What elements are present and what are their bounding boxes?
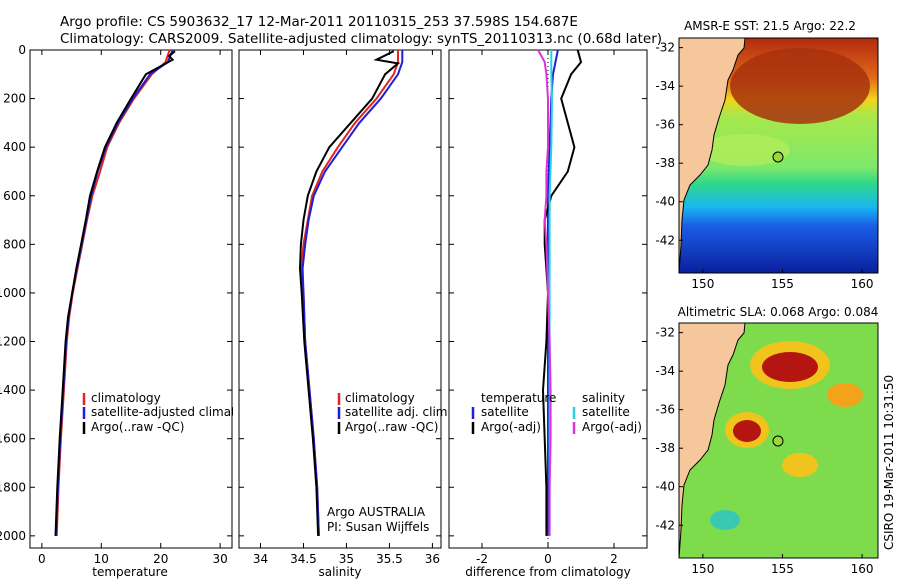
map-x-tick-label: 150 [691, 277, 714, 291]
salinity-legend: climatology satellite adj. clim. Argo(..… [337, 391, 451, 434]
x-tick-label: 34 [253, 552, 268, 566]
y-tick-label: 1800 [0, 480, 26, 494]
map-y-tick-label: -42 [655, 233, 675, 247]
map-x-tick-label: 150 [691, 562, 714, 576]
legend-label-satellite: satellite-adjusted climatology [91, 405, 269, 419]
legend-label-temp-argo: Argo(-adj) [481, 420, 541, 434]
y-tick-label: 800 [3, 237, 26, 251]
map-y-tick-label: -38 [655, 156, 675, 170]
series-argo-raw-qc [54, 50, 176, 536]
x-tick-label: 20 [153, 552, 168, 566]
legend-label-climatology: climatology [91, 391, 161, 405]
y-tick-label: 2000 [0, 529, 26, 543]
map-x-tick-label: 155 [771, 562, 794, 576]
legend-label-argo: Argo(..raw -QC) [345, 420, 438, 434]
x-tick-label: 36 [425, 552, 440, 566]
sst-land-australia [678, 37, 746, 274]
sst-map-title: AMSR-E SST: 21.5 Argo: 22.2 [684, 19, 856, 33]
annotation-pi: PI: Susan Wijffels [327, 520, 429, 534]
salinity-axes [238, 49, 442, 549]
sst-map-frame [678, 37, 879, 274]
map-x-tick-label: 160 [851, 562, 874, 576]
sla-eddy2-core [733, 420, 761, 442]
temperature-legend: climatology satellite-adjusted climatolo… [82, 391, 269, 434]
map-x-tick-label: 160 [851, 277, 874, 291]
sla-low [710, 510, 740, 530]
map-y-tick-label: -36 [655, 403, 675, 417]
map-y-tick-label: -32 [655, 326, 675, 340]
temperature-axes [29, 49, 233, 549]
series-argo-raw-qc [298, 50, 401, 536]
sst-warm-core [730, 48, 870, 124]
difference-panel: -2 0 2 difference from climatology tempera… [448, 49, 648, 579]
sla-map-title: Altimetric SLA: 0.068 Argo: 0.084 [678, 305, 879, 319]
header-line2: Climatology: CARS2009. Satellite-adjuste… [60, 31, 662, 47]
map-y-tick-label: -40 [655, 480, 675, 494]
map-y-tick-label: -38 [655, 441, 675, 455]
series-salinity-argo-adj [537, 49, 552, 536]
x-tick-label: -2 [476, 552, 488, 566]
x-tick-label: 30 [212, 552, 227, 566]
sst-warm-tongue [700, 134, 790, 166]
legend-title-temperature: temperature [481, 391, 556, 405]
legend-label-satellite: satellite adj. clim. [345, 405, 451, 419]
legend-label-sal-argo: Argo(-adj) [582, 420, 642, 434]
map-y-tick-label: -40 [655, 195, 675, 209]
credit-label: CSIRO 19-Mar-2011 10:31:50 [882, 375, 896, 550]
x-tick-label: 0 [38, 552, 46, 566]
y-tick-label: 1200 [0, 335, 26, 349]
y-tick-label: 1600 [0, 432, 26, 446]
sla-eddy3 [827, 383, 863, 407]
series-temperature-argo-adj [541, 49, 583, 536]
map-y-tick-label: -32 [655, 41, 675, 55]
map-y-tick-label: -42 [655, 518, 675, 532]
sla-map-frame [678, 322, 879, 559]
sla-map-panel: Altimetric SLA: 0.068 Argo: 0.084 150 155… [655, 305, 879, 576]
sla-land-australia [678, 322, 746, 559]
legend-label-sal-satellite: satellite [582, 405, 630, 419]
map-y-tick-label: -34 [655, 364, 675, 378]
x-tick-label: 10 [94, 552, 109, 566]
annotation-argo-australia: Argo AUSTRALIA [327, 505, 426, 519]
y-tick-label: 600 [3, 189, 26, 203]
x-tick-label: 35.5 [376, 552, 403, 566]
sla-eddy4 [782, 453, 818, 477]
sst-argo-marker [772, 151, 784, 163]
x-tick-label: 2 [610, 552, 618, 566]
legend-label-temp-satellite: satellite [481, 405, 529, 419]
sla-eddy-core [762, 352, 818, 382]
x-tick-label: 0 [544, 552, 552, 566]
difference-legend: temperature satellite Argo(-adj) salinit… [471, 391, 642, 434]
legend-label-climatology: climatology [345, 391, 415, 405]
sla-argo-marker [772, 435, 784, 447]
legend-label-argo: Argo(..raw -QC) [91, 420, 184, 434]
legend-title-salinity: salinity [582, 391, 625, 405]
map-x-tick-label: 155 [771, 277, 794, 291]
temperature-panel: 0 10 20 30 0 200 400 600 800 1000 1200 1400 1600 1800… [0, 43, 269, 579]
x-tick-label: 35 [339, 552, 354, 566]
map-y-tick-label: -34 [655, 79, 675, 93]
y-tick-label: 200 [3, 92, 26, 106]
y-tick-label: 400 [3, 140, 26, 154]
header-line1: Argo profile: CS 5903632_17 12-Mar-2011 … [60, 14, 578, 30]
y-tick-label: 0 [18, 43, 26, 57]
difference-xlabel: difference from climatology [465, 565, 631, 579]
sst-map-panel: AMSR-E SST: 21.5 Argo: 22.2 150 155 160 -32… [655, 19, 879, 291]
salinity-panel: 34 34.5 35 35.5 36 salinity climatology sate… [238, 49, 451, 579]
map-y-tick-label: -36 [655, 118, 675, 132]
temperature-xlabel: temperature [92, 565, 167, 579]
salinity-xlabel: salinity [318, 565, 361, 579]
y-tick-label: 1400 [0, 383, 26, 397]
y-tick-label: 1000 [0, 286, 26, 300]
x-tick-label: 34.5 [290, 552, 317, 566]
